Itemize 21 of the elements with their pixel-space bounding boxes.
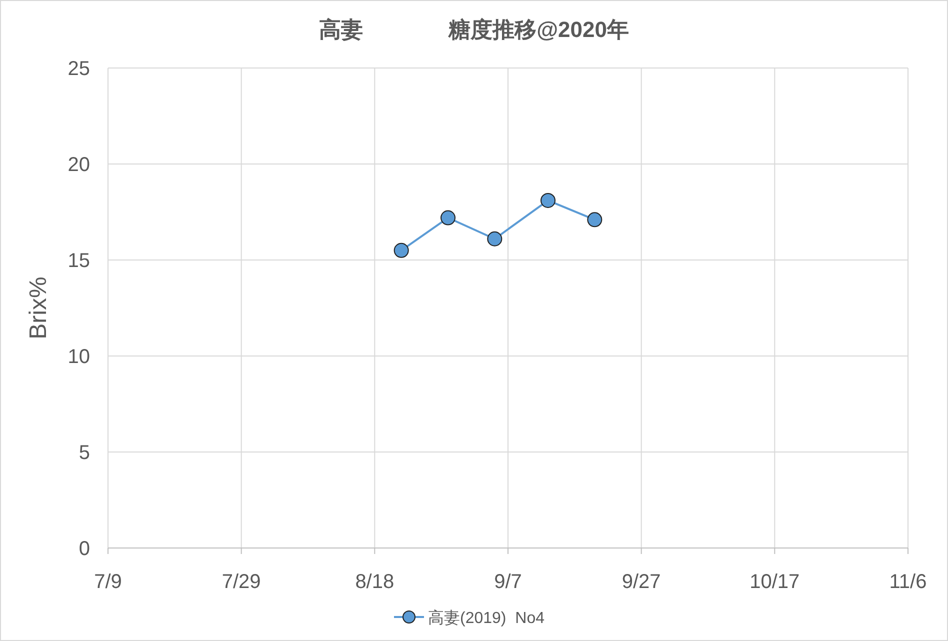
x-tick-label: 7/29 <box>222 571 261 593</box>
point <box>440 210 456 226</box>
x-tick-label: 9/7 <box>494 571 522 593</box>
x-tick-label: 7/9 <box>94 571 122 593</box>
point <box>540 192 556 208</box>
x-tick-label: 9/27 <box>622 571 661 593</box>
y-tick-label: 15 <box>68 250 90 272</box>
y-tick-label: 0 <box>78 538 90 560</box>
x-tick-label: 11/6 <box>889 571 927 593</box>
legend-label: 高妻(2019) No4 <box>428 609 545 627</box>
y-tick-label: 10 <box>68 346 90 368</box>
point <box>394 242 409 258</box>
point <box>587 212 602 228</box>
y-tick-label: 5 <box>78 442 90 464</box>
chart-title: 高妻 糖度推移@2020年 <box>319 17 629 42</box>
y-tick-label: 25 <box>68 58 90 80</box>
y-axis-title: Brix% <box>25 276 52 340</box>
point <box>487 231 502 246</box>
y-tick-label: 20 <box>68 154 90 176</box>
x-tick-label: 10/17 <box>750 571 800 593</box>
x-tick-label: 8/18 <box>355 571 394 593</box>
